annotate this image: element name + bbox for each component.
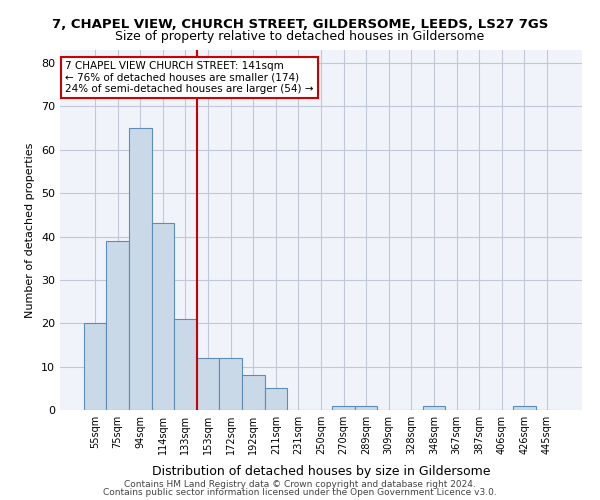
Bar — [106, 241, 129, 410]
Bar — [355, 406, 377, 410]
Y-axis label: Number of detached properties: Number of detached properties — [25, 142, 35, 318]
Bar — [129, 128, 152, 410]
Bar — [84, 324, 106, 410]
Text: Contains public sector information licensed under the Open Government Licence v3: Contains public sector information licen… — [103, 488, 497, 497]
Bar — [422, 406, 445, 410]
Text: 7, CHAPEL VIEW, CHURCH STREET, GILDERSOME, LEEDS, LS27 7GS: 7, CHAPEL VIEW, CHURCH STREET, GILDERSOM… — [52, 18, 548, 30]
Bar — [197, 358, 220, 410]
Bar — [242, 376, 265, 410]
Bar — [265, 388, 287, 410]
Text: 7 CHAPEL VIEW CHURCH STREET: 141sqm
← 76% of detached houses are smaller (174)
2: 7 CHAPEL VIEW CHURCH STREET: 141sqm ← 76… — [65, 61, 314, 94]
Bar — [174, 319, 197, 410]
Bar — [513, 406, 536, 410]
Text: Contains HM Land Registry data © Crown copyright and database right 2024.: Contains HM Land Registry data © Crown c… — [124, 480, 476, 489]
Text: Size of property relative to detached houses in Gildersome: Size of property relative to detached ho… — [115, 30, 485, 43]
X-axis label: Distribution of detached houses by size in Gildersome: Distribution of detached houses by size … — [152, 466, 490, 478]
Bar — [220, 358, 242, 410]
Bar — [332, 406, 355, 410]
Bar — [152, 224, 174, 410]
